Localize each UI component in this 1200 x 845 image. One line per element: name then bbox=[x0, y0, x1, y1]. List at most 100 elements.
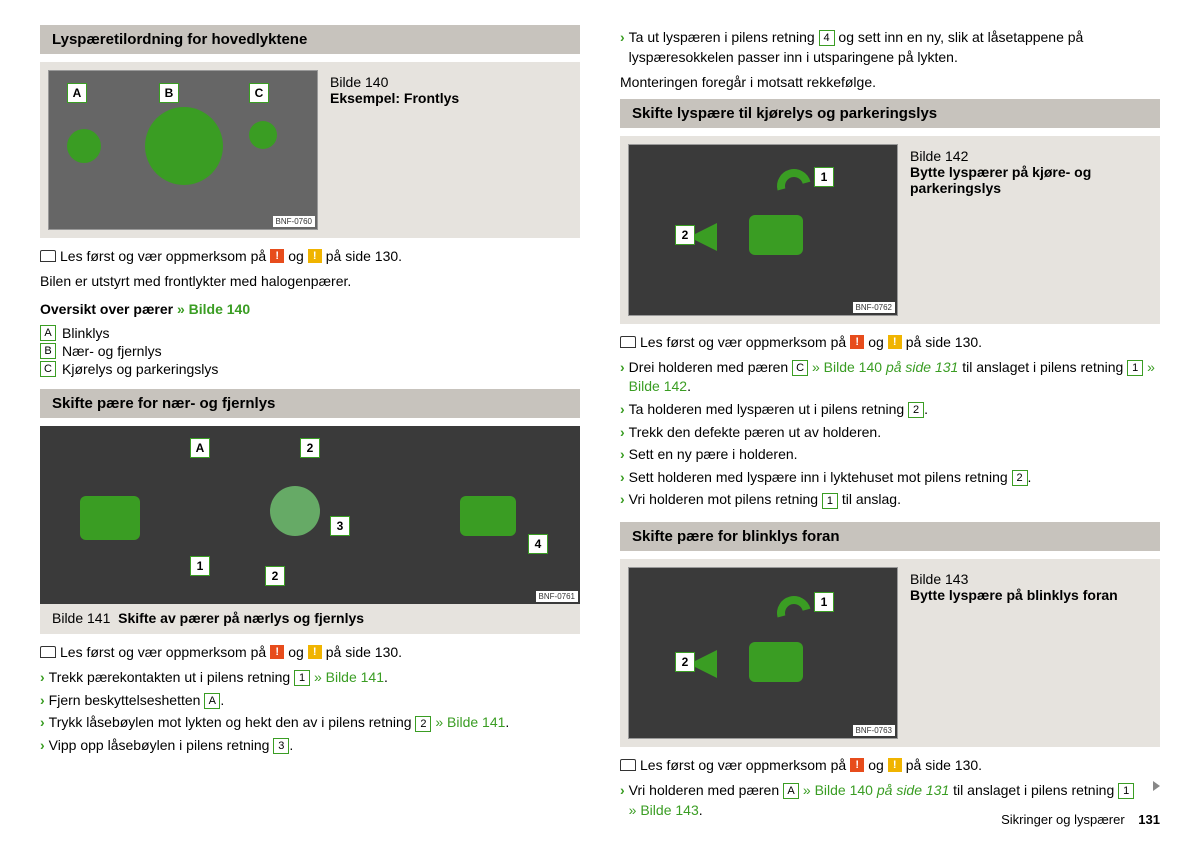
bilde-143-link[interactable]: » Bilde 143 bbox=[629, 802, 699, 818]
figure-140-image: A B C BNF-0760 bbox=[48, 70, 318, 230]
chevron-icon: › bbox=[620, 490, 625, 510]
figure-141-image: A 1 2 3 2 4 BNF-0761 bbox=[40, 426, 580, 604]
warn-red-icon: ! bbox=[270, 645, 284, 659]
warn-yellow-icon: ! bbox=[308, 645, 322, 659]
right-column: ›Ta ut lyspæren i pilens retning 4 og se… bbox=[620, 25, 1160, 820]
chevron-icon: › bbox=[620, 468, 625, 488]
callout-2: 2 bbox=[675, 652, 695, 672]
bulb-list: ABlinklys BNær- og fjernlys CKjørelys og… bbox=[40, 325, 580, 377]
step: ›Vri holderen mot pilens retning 1 til a… bbox=[620, 490, 1160, 510]
warn-red-icon: ! bbox=[850, 335, 864, 349]
key-c: C bbox=[40, 361, 56, 377]
figure-143-code: BNF-0763 bbox=[853, 725, 895, 736]
arrow-curve-icon bbox=[771, 163, 817, 209]
page-footer: Sikringer og lyspærer 131 bbox=[1001, 812, 1160, 827]
book-icon bbox=[40, 646, 56, 658]
overview-heading: Oversikt over pærer » Bilde 140 bbox=[40, 300, 580, 320]
list-item: ABlinklys bbox=[40, 325, 580, 341]
chevron-icon: › bbox=[620, 358, 625, 378]
callout-4: 4 bbox=[528, 534, 548, 554]
warn-yellow-icon: ! bbox=[308, 249, 322, 263]
footer-section: Sikringer og lyspærer bbox=[1001, 812, 1125, 827]
warn-red-icon: ! bbox=[270, 249, 284, 263]
key-a: A bbox=[40, 325, 56, 341]
chevron-icon: › bbox=[40, 668, 45, 688]
figure-141-caption: Bilde 141 Skifte av pærer på nærlys og f… bbox=[40, 602, 580, 634]
continue-icon bbox=[1153, 781, 1160, 791]
section1-header: Lyspæretilordning for hovedlyktene bbox=[40, 25, 580, 54]
arrow-curve-icon bbox=[771, 590, 817, 636]
step: ›Ta ut lyspæren i pilens retning 4 og se… bbox=[620, 28, 1160, 67]
figure-143-image: 1 2 BNF-0763 bbox=[628, 567, 898, 739]
chevron-icon: › bbox=[620, 400, 625, 420]
key-1: 1 bbox=[1127, 360, 1143, 376]
bilde-140-link[interactable]: » Bilde 140 bbox=[177, 301, 250, 317]
figure-142-box: 1 2 BNF-0762 Bilde 142 Bytte lyspærer på… bbox=[620, 136, 1160, 324]
chevron-icon: › bbox=[40, 691, 45, 711]
bilde-140-link[interactable]: » Bilde 140 bbox=[808, 359, 886, 375]
callout-1: 1 bbox=[190, 556, 210, 576]
warn-yellow-icon: ! bbox=[888, 758, 902, 772]
bilde-141-link[interactable]: » Bilde 141 bbox=[431, 714, 505, 730]
key-3: 3 bbox=[273, 738, 289, 754]
callout-c: C bbox=[249, 83, 269, 103]
chevron-icon: › bbox=[620, 423, 625, 443]
figure-142-image: 1 2 BNF-0762 bbox=[628, 144, 898, 316]
figure-140-code: BNF-0760 bbox=[273, 216, 315, 227]
section4-header: Skifte pære for blinklys foran bbox=[620, 522, 1160, 551]
body-text: Monteringen foregår i motsatt rekkefølge… bbox=[620, 73, 1160, 93]
list-item: CKjørelys og parkeringslys bbox=[40, 361, 580, 377]
left-column: Lyspæretilordning for hovedlyktene A B C… bbox=[40, 25, 580, 820]
key-2: 2 bbox=[908, 402, 924, 418]
figure-143-caption: Bilde 143 Bytte lyspære på blinklys fora… bbox=[910, 567, 1152, 603]
figure-142-caption: Bilde 142 Bytte lyspærer på kjøre- og pa… bbox=[910, 144, 1152, 196]
step: ›Sett holderen med lyspære inn i lyktehu… bbox=[620, 468, 1160, 488]
callout-2b: 2 bbox=[265, 566, 285, 586]
key-1: 1 bbox=[294, 670, 310, 686]
notice-1: Les først og vær oppmerksom på ! og ! på… bbox=[40, 248, 580, 264]
callout-b: B bbox=[159, 83, 179, 103]
callout-a: A bbox=[190, 438, 210, 458]
list-item: BNær- og fjernlys bbox=[40, 343, 580, 359]
notice-3: Les først og vær oppmerksom på ! og ! på… bbox=[620, 334, 1160, 350]
key-b: B bbox=[40, 343, 56, 359]
step: ›Drei holderen med pæren C » Bilde 140 p… bbox=[620, 358, 1160, 397]
key-2: 2 bbox=[1012, 470, 1028, 486]
step: ›Vipp opp låsebøylen i pilens retning 3. bbox=[40, 736, 580, 756]
key-4: 4 bbox=[819, 30, 835, 46]
page-number: 131 bbox=[1138, 812, 1160, 827]
step: ›Trekk den defekte pæren ut av holderen. bbox=[620, 423, 1160, 443]
body-text: Bilen er utstyrt med frontlykter med hal… bbox=[40, 272, 580, 292]
step: ›Trekk pærekontakten ut i pilens retning… bbox=[40, 668, 580, 688]
callout-1: 1 bbox=[814, 592, 834, 612]
chevron-icon: › bbox=[620, 445, 625, 465]
step: ›Ta holderen med lyspæren ut i pilens re… bbox=[620, 400, 1160, 420]
chevron-icon: › bbox=[620, 28, 625, 48]
key-c: C bbox=[792, 360, 808, 376]
warn-yellow-icon: ! bbox=[888, 335, 902, 349]
section3-header: Skifte lyspære til kjørelys og parkering… bbox=[620, 99, 1160, 128]
key-a: A bbox=[783, 783, 799, 799]
callout-1: 1 bbox=[814, 167, 834, 187]
callout-2: 2 bbox=[675, 225, 695, 245]
figure-140-caption: Bilde 140 Eksempel: Frontlys bbox=[330, 70, 572, 106]
warn-red-icon: ! bbox=[850, 758, 864, 772]
callout-3: 3 bbox=[330, 516, 350, 536]
figure-140-box: A B C BNF-0760 Bilde 140 Eksempel: Front… bbox=[40, 62, 580, 238]
key-2: 2 bbox=[415, 716, 431, 732]
section2-header: Skifte pære for nær- og fjernlys bbox=[40, 389, 580, 418]
key-1: 1 bbox=[822, 493, 838, 509]
book-icon bbox=[620, 336, 636, 348]
step: ›Sett en ny pære i holderen. bbox=[620, 445, 1160, 465]
chevron-icon: › bbox=[620, 781, 625, 801]
figure-141-code: BNF-0761 bbox=[536, 591, 578, 602]
bilde-140-link[interactable]: » Bilde 140 bbox=[799, 782, 877, 798]
notice-4: Les først og vær oppmerksom på ! og ! på… bbox=[620, 757, 1160, 773]
chevron-icon: › bbox=[40, 736, 45, 756]
callout-2: 2 bbox=[300, 438, 320, 458]
chevron-icon: › bbox=[40, 713, 45, 733]
figure-142-code: BNF-0762 bbox=[853, 302, 895, 313]
bilde-141-link[interactable]: » Bilde 141 bbox=[310, 669, 384, 685]
key-1: 1 bbox=[1118, 783, 1134, 799]
book-icon bbox=[620, 759, 636, 771]
